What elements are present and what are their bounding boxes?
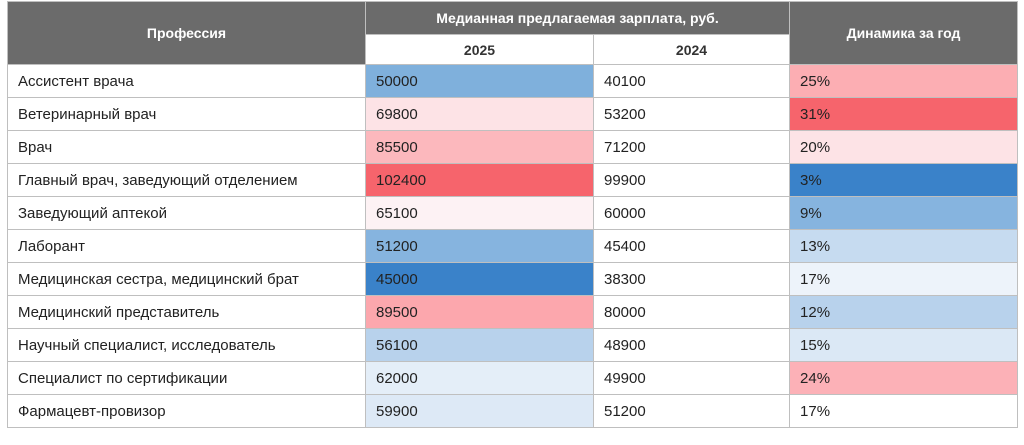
table-row: Специалист по сертификации 62000 49900 24%	[7, 361, 1019, 395]
table-row: Ветеринарный врач 69800 53200 31%	[7, 97, 1019, 131]
cell-salary-2025: 65100	[365, 196, 594, 230]
cell-dynamics: 25%	[789, 64, 1019, 98]
table-row: Главный врач, заведующий отделением 10240…	[7, 163, 1019, 197]
cell-salary-2024: 53200	[592, 97, 791, 131]
cell-salary-2024: 60000	[592, 196, 791, 230]
cell-salary-2025: 50000	[365, 64, 594, 98]
cell-profession: Фармацевт-провизор	[7, 394, 366, 428]
cell-dynamics: 24%	[789, 361, 1019, 395]
cell-salary-2024: 38300	[592, 262, 791, 296]
cell-salary-2024: 45400	[592, 229, 791, 263]
cell-dynamics: 31%	[789, 97, 1019, 131]
cell-salary-2025: 85500	[365, 130, 594, 164]
table-row: Ассистент врача 50000 40100 25%	[7, 64, 1019, 98]
cell-salary-2025: 102400	[365, 163, 594, 197]
cell-salary-2024: 51200	[592, 394, 791, 428]
cell-profession: Научный специалист, исследователь	[7, 328, 366, 362]
cell-profession: Лаборант	[7, 229, 366, 263]
cell-salary-2025: 69800	[365, 97, 594, 131]
cell-profession: Врач	[7, 130, 366, 164]
cell-dynamics: 20%	[789, 130, 1019, 164]
table-row: Научный специалист, исследователь 56100 48…	[7, 328, 1019, 362]
table-row: Фармацевт-провизор 59900 51200 17%	[7, 394, 1019, 428]
cell-salary-2025: 59900	[365, 394, 594, 428]
cell-dynamics: 17%	[789, 262, 1019, 296]
cell-salary-2024: 49900	[592, 361, 791, 395]
cell-dynamics: 3%	[789, 163, 1019, 197]
cell-dynamics: 17%	[789, 394, 1019, 428]
salary-table: Профессия Медианная предлагаемая зарплат…	[7, 1, 1019, 428]
cell-salary-2025: 62000	[365, 361, 594, 395]
table-row: Лаборант 51200 45400 13%	[7, 229, 1019, 263]
table-row: Заведующий аптекой 65100 60000 9%	[7, 196, 1019, 230]
cell-profession: Заведующий аптекой	[7, 196, 366, 230]
cell-salary-2025: 56100	[365, 328, 594, 362]
cell-salary-2024: 71200	[592, 130, 791, 164]
cell-profession: Специалист по сертификации	[7, 361, 366, 395]
cell-profession: Медицинский представитель	[7, 295, 366, 329]
cell-salary-2024: 48900	[592, 328, 791, 362]
cell-dynamics: 9%	[789, 196, 1019, 230]
cell-dynamics: 15%	[789, 328, 1019, 362]
cell-profession: Главный врач, заведующий отделением	[7, 163, 366, 197]
header-dynamics: Динамика за год	[789, 1, 1019, 65]
cell-salary-2024: 40100	[592, 64, 791, 98]
table-row: Медицинский представитель 89500 80000 12%	[7, 295, 1019, 329]
header-year-2024: 2024	[592, 34, 791, 65]
cell-profession: Ассистент врача	[7, 64, 366, 98]
cell-profession: Ветеринарный врач	[7, 97, 366, 131]
cell-profession: Медицинская сестра, медицинский брат	[7, 262, 366, 296]
cell-dynamics: 12%	[789, 295, 1019, 329]
cell-salary-2024: 99900	[592, 163, 791, 197]
cell-salary-2025: 45000	[365, 262, 594, 296]
table-row: Врач 85500 71200 20%	[7, 130, 1019, 164]
cell-salary-2025: 89500	[365, 295, 594, 329]
table-row: Медицинская сестра, медицинский брат 4500…	[7, 262, 1019, 296]
table-body: Ассистент врача 50000 40100 25% Ветеринарный…	[7, 64, 1019, 428]
header-year-2025: 2025	[365, 34, 594, 65]
salary-table-container: Профессия Медианная предлагаемая зарплат…	[7, 1, 1019, 438]
cell-salary-2025: 51200	[365, 229, 594, 263]
header-profession: Профессия	[7, 1, 366, 65]
header-salary-group: Медианная предлагаемая зарплата, руб.	[364, 1, 791, 35]
cell-dynamics: 13%	[789, 229, 1019, 263]
cell-salary-2024: 80000	[592, 295, 791, 329]
